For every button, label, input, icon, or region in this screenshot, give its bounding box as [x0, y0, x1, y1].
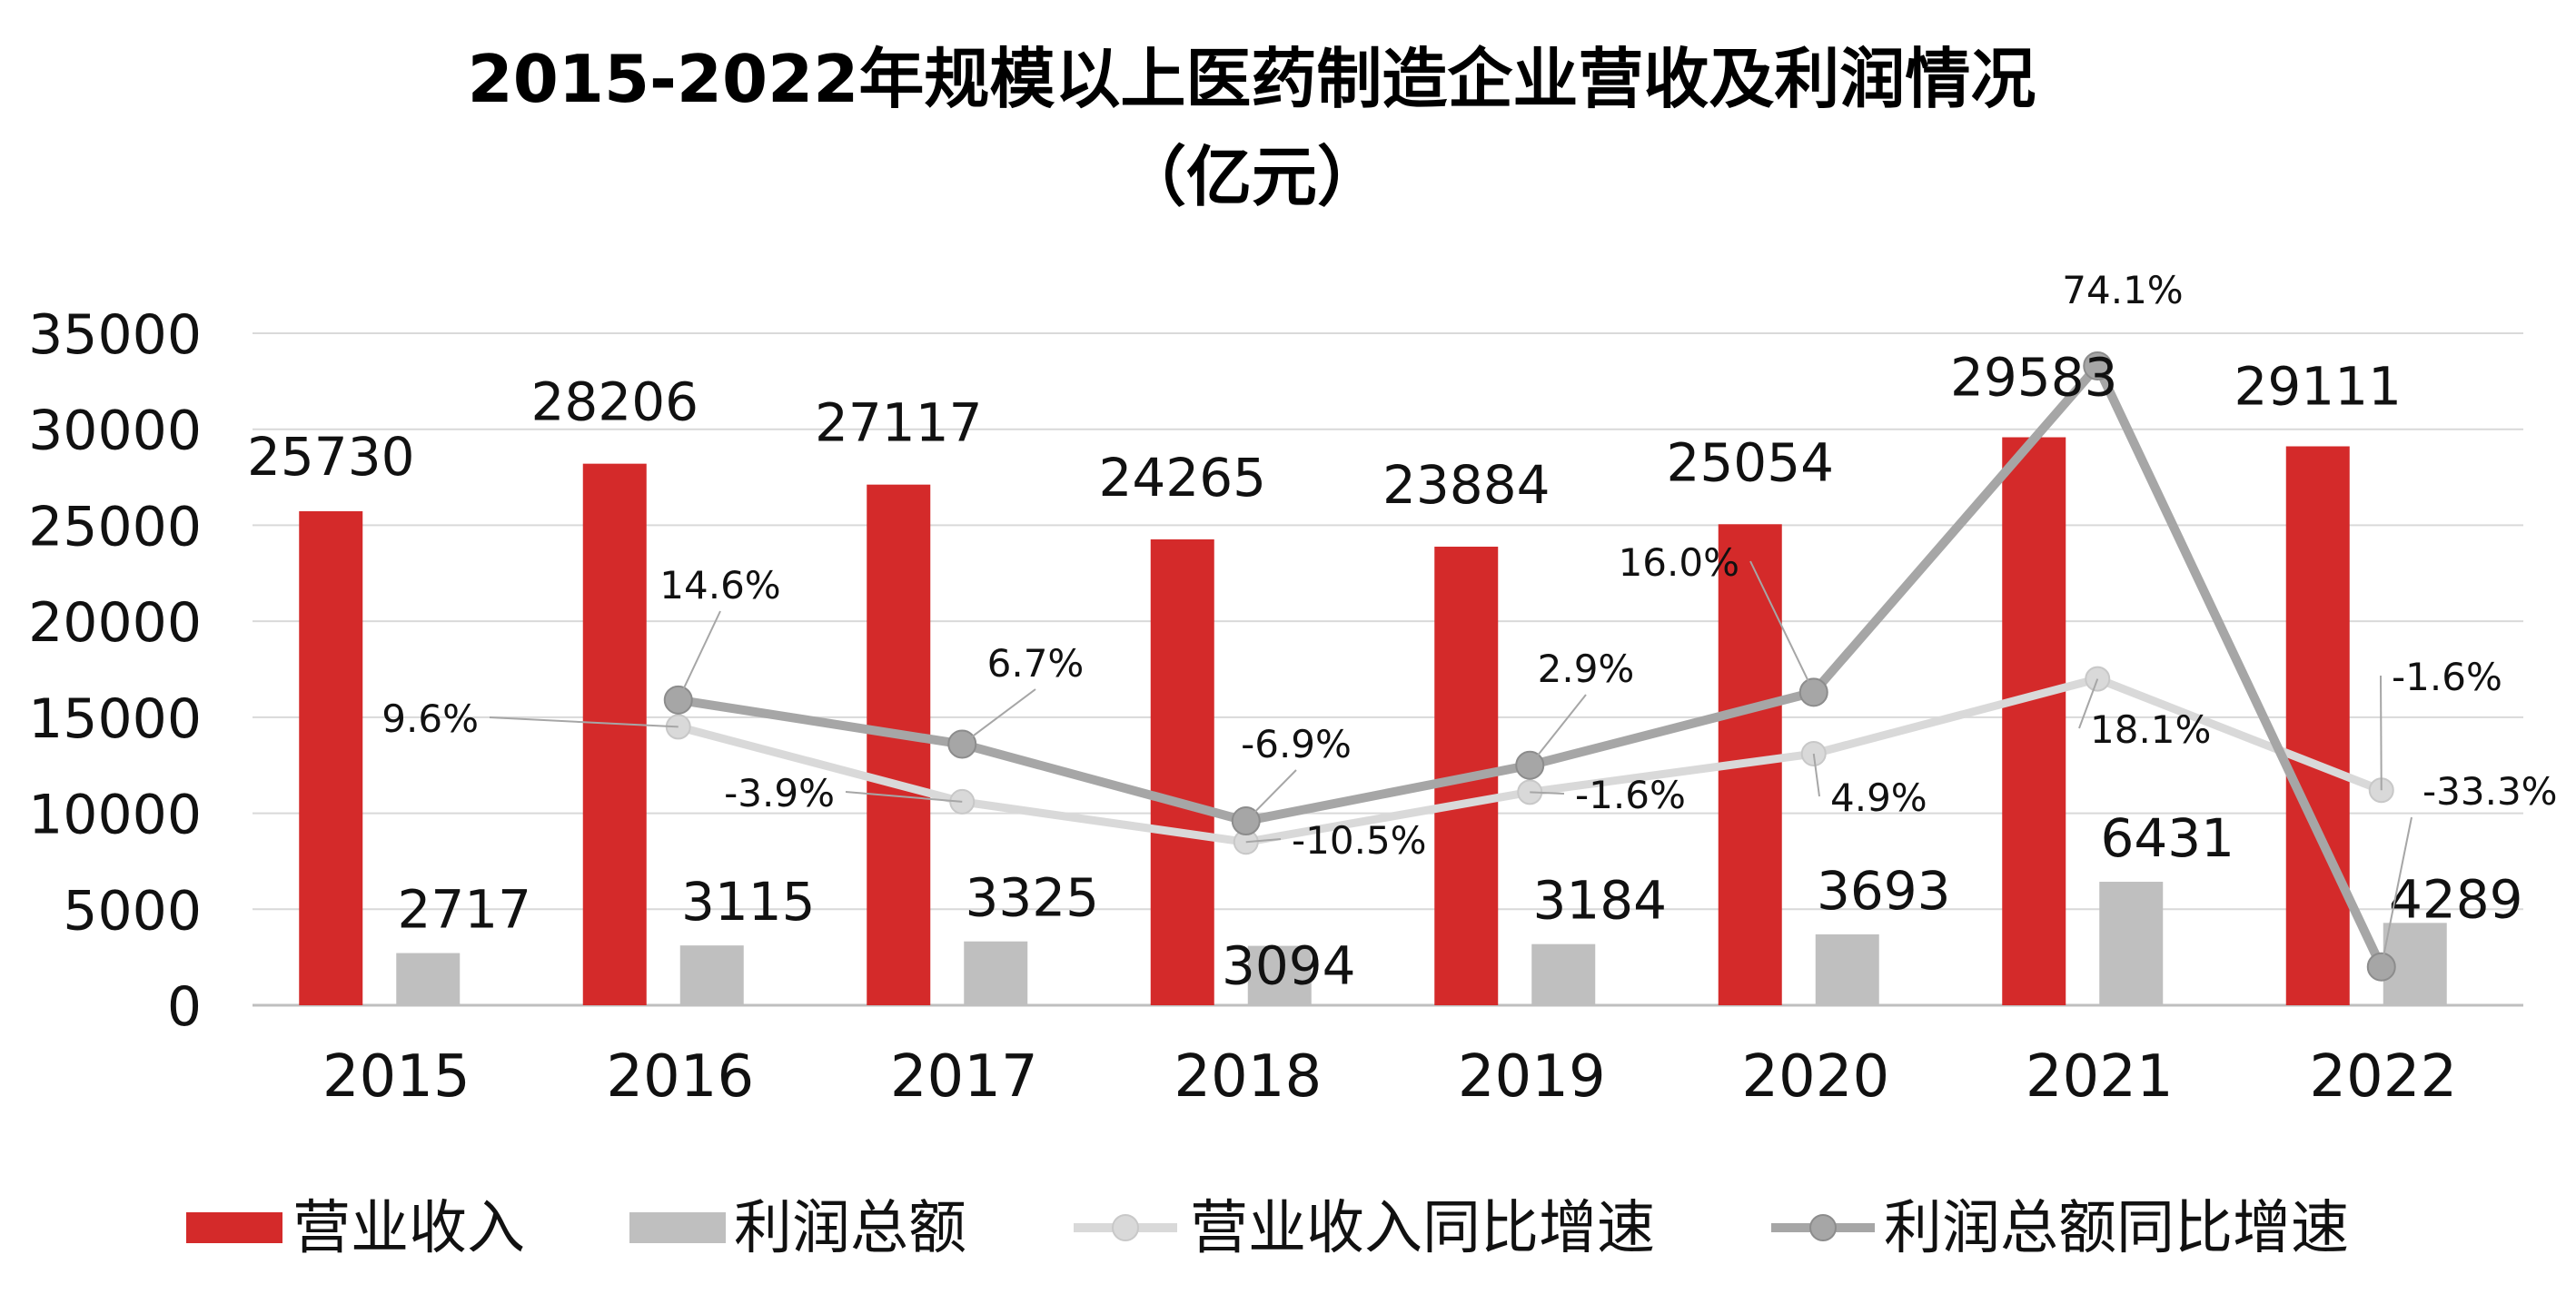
revenue-growth-label: -10.5% [1292, 818, 1427, 863]
profit-growth-label: 16.0% [1619, 540, 1739, 585]
legend-swatch [186, 1212, 282, 1243]
y-tick-label: 30000 [28, 400, 202, 463]
y-tick-label: 15000 [28, 687, 202, 751]
leader-line [1530, 791, 1565, 795]
revenue-bar [299, 510, 363, 1005]
chart-title-line2: （亿元） [1121, 139, 1382, 215]
leader-line [2380, 675, 2383, 791]
profit-growth-marker [2083, 351, 2113, 380]
x-tick-label: 2017 [890, 1043, 1038, 1111]
profit-growth-label: -33.3% [2422, 769, 2558, 814]
profit-value-label: 3094 [1222, 935, 1356, 997]
profit-value-label: 6431 [2100, 807, 2234, 869]
legend-label: 营业收入同比增速 [1190, 1195, 1655, 1262]
x-tick-label: 2016 [606, 1043, 754, 1111]
legend-label: 利润总额 [734, 1195, 966, 1262]
revenue-growth-label: -3.9% [724, 771, 835, 815]
x-tick-label: 2022 [2309, 1043, 2457, 1111]
leader-line [2380, 816, 2413, 967]
revenue-value-label: 29111 [2234, 356, 2402, 418]
revenue-value-label: 27117 [815, 392, 983, 454]
y-tick-label: 0 [167, 975, 202, 1039]
profit-bar [1531, 943, 1596, 1005]
profit-growth-label: 74.1% [2062, 268, 2183, 312]
revenue-bar [582, 463, 647, 1006]
revenue-value-label: 23884 [1382, 454, 1551, 516]
leader-line [1812, 753, 1820, 797]
x-tick-label: 2019 [1458, 1043, 1606, 1111]
revenue-bar [867, 484, 931, 1005]
leader-line [1749, 560, 1815, 693]
revenue-value-label: 28206 [530, 371, 698, 433]
profit-growth-label: 6.7% [987, 641, 1085, 686]
leader-line [961, 688, 1036, 746]
leader-line [1529, 694, 1587, 766]
y-tick-label: 25000 [28, 495, 202, 558]
profit-growth-label: 14.6% [659, 563, 780, 608]
profit-value-label: 2717 [397, 879, 531, 941]
profit-value-label: 3693 [1817, 860, 1951, 922]
profit-value-label: 3115 [681, 871, 816, 933]
profit-bar [1815, 934, 1879, 1005]
legend-marker [1809, 1214, 1837, 1241]
leader-line [677, 610, 721, 701]
x-tick-label: 2018 [1174, 1043, 1322, 1111]
revenue-bar [1150, 538, 1214, 1005]
revenue-growth-label: -1.6% [1575, 773, 1686, 817]
revenue-value-label: 25054 [1666, 431, 1834, 493]
legend-label: 利润总额同比增速 [1884, 1195, 2349, 1262]
x-tick-label: 2015 [322, 1043, 471, 1111]
bars [299, 437, 2447, 1006]
profit-bar [679, 945, 744, 1005]
legend: 营业收入 利润总额 营业收入同比增速 利润总额同比增速 [186, 1195, 2349, 1262]
chart-title-line1: 2015-2022年规模以上医药制造企业营收及利润情况 [468, 41, 2036, 117]
revenue-bar [2285, 446, 2350, 1006]
leader-line [1245, 769, 1297, 822]
profit-growth-label: 2.9% [1538, 647, 1635, 691]
profit-bar [1247, 945, 1312, 1005]
leader-line [1245, 838, 1282, 844]
x-tick-label: 2020 [1741, 1043, 1889, 1111]
profit-value-label: 3325 [965, 867, 1099, 929]
data-labels: 25730 28206 27117 24265 23884 25054 29583 29111… [247, 268, 2558, 997]
legend-label: 营业收入 [292, 1195, 525, 1262]
legend-swatch [629, 1212, 726, 1243]
profit-bar [964, 941, 1028, 1005]
profit-bar [2099, 882, 2164, 1005]
y-axis: 0 5000 10000 15000 20000 25000 30000 35000 [28, 303, 202, 1039]
profit-growth-label: -6.9% [1241, 722, 1352, 766]
y-tick-label: 35000 [28, 303, 202, 367]
leader-line [489, 716, 679, 728]
x-tick-label: 2021 [2026, 1043, 2174, 1111]
revenue-value-label: 25730 [247, 426, 415, 488]
revenue-growth-label: 9.6% [381, 696, 479, 741]
profit-value-label: 4289 [2389, 868, 2523, 930]
profit-value-label: 3184 [1532, 870, 1667, 932]
leader-line [2078, 678, 2099, 729]
y-tick-label: 20000 [28, 591, 202, 655]
revenue-growth-label: 4.9% [1830, 775, 1927, 820]
revenue-growth-label: -1.6% [2392, 655, 2502, 699]
revenue-bar [2002, 437, 2066, 1005]
revenue-value-label: 24265 [1098, 447, 1266, 509]
leader-line [845, 791, 963, 803]
revenue-value-label: 29583 [1950, 347, 2118, 409]
profit-bar [396, 953, 461, 1005]
legend-marker [1112, 1214, 1139, 1241]
x-axis: 2015 2016 2017 2018 2019 2020 2021 2022 [322, 1043, 2457, 1111]
y-tick-label: 10000 [28, 784, 202, 847]
revenue-growth-label: 18.1% [2090, 707, 2211, 752]
y-tick-label: 5000 [63, 879, 202, 943]
